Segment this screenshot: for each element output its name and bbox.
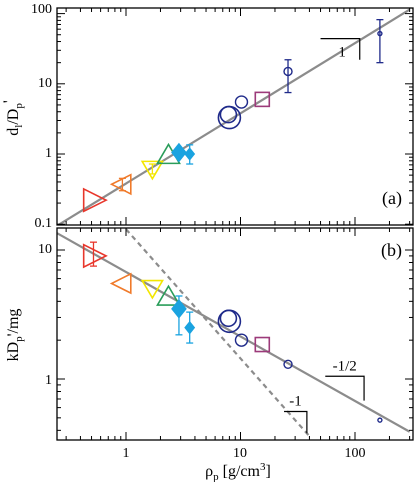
- panel-b-ticks: [57, 228, 413, 440]
- panel-b-ytick-label: 10: [38, 242, 52, 257]
- panel-a-ytick-label: 0.1: [35, 216, 53, 231]
- panel-a-points: [82, 19, 384, 213]
- data-point: [219, 105, 238, 124]
- data-point: [377, 417, 383, 423]
- data-point: [82, 187, 108, 213]
- data-point: [140, 279, 164, 300]
- panel-b-points: [82, 241, 383, 423]
- fit-line: [57, 8, 411, 225]
- data-point: [171, 299, 187, 319]
- slope-triangle: [320, 38, 361, 60]
- fit-line: [125, 228, 311, 437]
- panel-a-ytick-label: 100: [31, 2, 52, 17]
- data-point: [377, 30, 383, 37]
- data-point: [109, 173, 132, 196]
- data-point: [140, 160, 164, 181]
- data-point: [109, 272, 132, 295]
- slope-label: 1: [338, 45, 346, 61]
- data-point: [184, 320, 196, 335]
- panel-b-fit-lines: [57, 228, 411, 437]
- panel-a-ticks: [57, 8, 413, 225]
- slope-label: -1: [289, 393, 302, 409]
- panel-a-tag: (a): [382, 188, 402, 209]
- data-point: [82, 243, 108, 269]
- panel-b-ytick-label: 1: [45, 373, 52, 388]
- panel-a: 1 100 10 1 0.1 (a) dl/Dp': [1, 2, 414, 231]
- panel-b-tag: (b): [381, 240, 402, 261]
- panel-a-ylabel: dl/Dp': [1, 100, 25, 136]
- slope-triangle: [284, 410, 308, 434]
- data-point: [283, 66, 293, 77]
- data-point: [184, 147, 196, 161]
- panel-b: -1/2 -1 10 1 1 10 100 (b) kDp'/mg ρp [g/c…: [5, 227, 414, 482]
- panel-a-annotations: 1: [320, 38, 361, 61]
- data-point: [254, 336, 271, 353]
- data-point: [234, 333, 249, 347]
- fit-line: [57, 232, 411, 433]
- panel-b-xtick-label: 100: [345, 446, 366, 461]
- data-point: [171, 142, 187, 163]
- slope-label: -1/2: [333, 358, 357, 374]
- panel-b-annotations: -1/2 -1: [284, 358, 365, 434]
- panel-b-ylabel: kDp'/mg: [5, 309, 25, 362]
- data-point: [283, 359, 293, 370]
- slope-triangle: [325, 375, 365, 401]
- data-point: [254, 91, 271, 108]
- x-axis-label: ρp [g/cm3]: [205, 461, 271, 482]
- panel-a-fit-lines: [57, 8, 411, 225]
- panel-b-xtick-label: 1: [123, 446, 130, 461]
- panel-a-ytick-label: 10: [38, 76, 52, 91]
- data-point: [156, 284, 181, 306]
- panel-b-xtick-label: 10: [233, 446, 247, 461]
- data-point: [219, 309, 238, 328]
- data-point: [234, 95, 249, 109]
- panel-a-ytick-label: 1: [45, 146, 52, 161]
